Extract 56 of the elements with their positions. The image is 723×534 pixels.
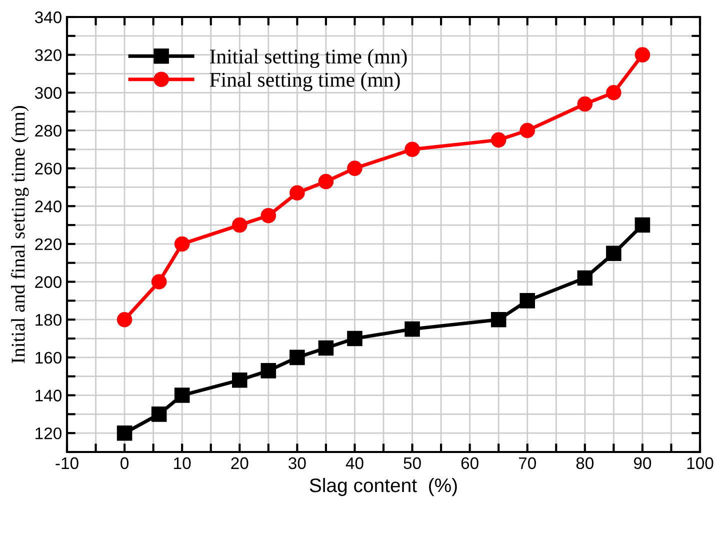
point: [347, 330, 362, 346]
point: [151, 274, 167, 290]
point: [174, 236, 190, 252]
y-tick-label: 300: [34, 87, 62, 99]
point: [490, 132, 506, 148]
point: [290, 185, 305, 201]
legend-label: Initial setting time (mn): [210, 48, 407, 68]
y-tick-label: 180: [36, 314, 62, 326]
point: [318, 174, 334, 190]
x-tick-label: 10: [174, 457, 191, 470]
y-tick-label: 320: [34, 49, 62, 62]
x-tick-label: 20: [231, 457, 248, 470]
point: [232, 217, 248, 233]
y-tick-label: 200: [35, 276, 62, 288]
x-tick-label: 100: [687, 457, 714, 470]
y-tick-label: 140: [36, 390, 62, 402]
point: [520, 293, 536, 308]
y-axis-title: Initial and final setting time (mn): [10, 106, 29, 364]
point: [404, 142, 420, 158]
x-tick-label: -10: [56, 457, 78, 470]
point: [151, 406, 167, 422]
x-tick-label: 50: [404, 457, 421, 470]
point: [116, 425, 132, 441]
point: [404, 321, 420, 337]
x-tick-label: 90: [634, 457, 652, 470]
x-axis-title: Slag content (%): [310, 478, 457, 496]
point: [520, 122, 536, 138]
y-tick-label: 160: [36, 352, 62, 364]
x-tick-label: 70: [518, 457, 536, 470]
point: [577, 270, 593, 286]
x-tick-label: 40: [346, 457, 364, 470]
x-tick-label: 30: [288, 457, 306, 470]
point: [318, 340, 334, 356]
point: [260, 208, 276, 224]
point: [260, 363, 276, 378]
point: [634, 47, 650, 62]
y-tick-label: 220: [35, 238, 62, 250]
y-tick-label: 120: [36, 427, 62, 440]
point: [290, 350, 305, 366]
x-tick-label: 60: [461, 457, 478, 470]
point: [174, 388, 190, 403]
x-tick-label: 80: [576, 457, 594, 470]
point: [606, 246, 622, 262]
point: [634, 217, 650, 233]
point: [116, 312, 132, 328]
y-tick-label: 260: [35, 162, 62, 175]
y-tick-label: 280: [35, 124, 62, 137]
y-tick-label: 340: [34, 11, 62, 24]
point: [347, 160, 362, 176]
point: [577, 96, 593, 112]
point: [490, 312, 506, 328]
point: [606, 85, 622, 100]
point: [232, 372, 248, 388]
y-tick-label: 240: [35, 200, 62, 212]
legend-label: Final setting time (mn): [210, 72, 400, 92]
x-tick-label: 0: [120, 457, 129, 470]
